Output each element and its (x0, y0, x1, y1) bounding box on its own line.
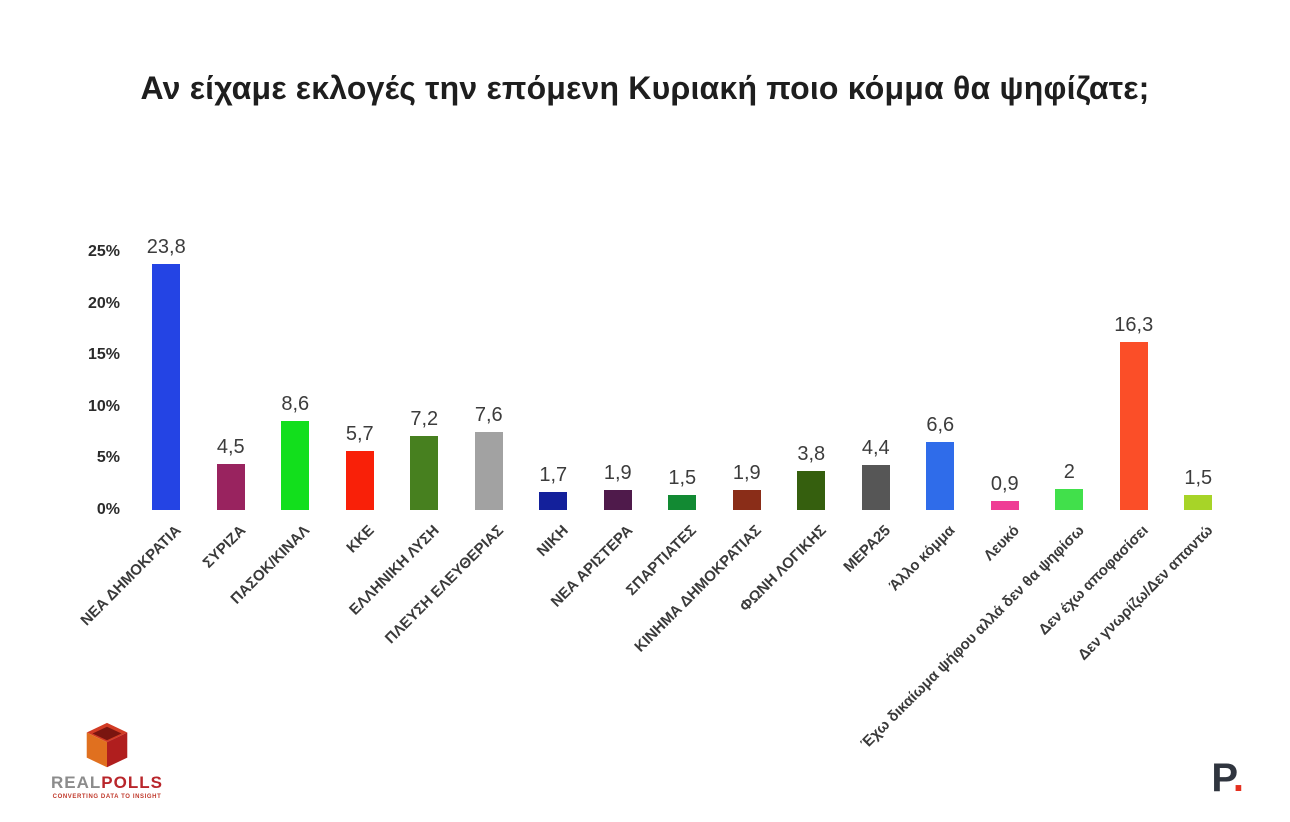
category-label: ΝΙΚΗ (533, 522, 572, 560)
bar: 5,7 (345, 423, 374, 510)
y-tick-label: 15% (87, 346, 120, 364)
bar-value-label: 4,4 (861, 436, 890, 459)
bar-column: 7,2 ΕΛΛΗΝΙΚΗ ΛΥΣΗ (346, 252, 457, 619)
bar: 1,9 (603, 462, 632, 510)
bar-column: 1,9 ΝΕΑ ΑΡΙΣΤΕΡΑ (547, 252, 651, 610)
bar: 2 (1055, 461, 1084, 510)
bar-value-label: 1,9 (603, 462, 632, 485)
category-label: ΚΚΕ (343, 522, 378, 557)
bar-column: 4,5 ΣΥΡΙΖΑ (199, 252, 264, 572)
bar-value-label: 7,6 (474, 403, 503, 426)
bar-value-label: 1,5 (1184, 466, 1213, 489)
y-tick-label: 10% (87, 397, 120, 415)
category-label: ΠΛΕΥΣΗ ΕΛΕΥΘΕΡΙΑΣ (381, 522, 507, 648)
realpolls-tagline: CONVERTING DATA TO INSIGHT (52, 794, 162, 800)
bar: 1,5 (668, 467, 697, 510)
bar-column: 6,6 Άλλο κόμμα (886, 252, 973, 594)
bar-chart: 0% 5% 10% 15% 20% 25% 23,8 ΝΕΑ ΔΗΜΟΚΡΑΤΙΑ 4,5 ΣΥ… (76, 236, 1231, 752)
y-tick-label: 0% (96, 501, 120, 518)
bar: 7,2 (410, 408, 439, 510)
category-label: ΜΕΡΑ25 (840, 522, 894, 576)
chart-title: Αν είχαμε εκλογές την επόμενη Κυριακή πο… (140, 70, 1150, 106)
bar-value-label: 8,6 (281, 393, 310, 416)
y-tick-label: 5% (96, 449, 120, 467)
bar-value-label: 6,6 (926, 413, 955, 436)
bar-column: 3,8 ΦΩΝΗ ΛΟΓΙΚΗΣ (736, 252, 844, 615)
realpolls-word-polls: POLLS (101, 773, 163, 792)
bar-value-label: 1,7 (539, 464, 568, 487)
bar: 0,9 (990, 473, 1019, 510)
category-label: ΚΙΝΗΜΑ ΔΗΜΟΚΡΑΤΙΑΣ (631, 522, 765, 656)
bar-value-label: 16,3 (1114, 313, 1154, 336)
y-tick-label: 25% (87, 243, 120, 260)
p-logo-letter: P (1211, 756, 1233, 800)
p-logo: P. (1211, 758, 1244, 798)
realpolls-word-real: REAL (51, 773, 102, 792)
bar: 23,8 (147, 236, 186, 510)
bar-value-label: 3,8 (797, 442, 826, 465)
bar: 6,6 (926, 414, 955, 510)
bar-column: 2 Έχω δικαίωμα ψήφου αλλά δεν θα ψηφίσω (857, 252, 1102, 752)
realpolls-wordmark: REALPOLLS (42, 774, 172, 791)
bar-value-label: 2 (1063, 461, 1075, 484)
bar-column: 1,7 ΝΙΚΗ (521, 252, 586, 559)
category-label: Άλλο κόμμα (885, 522, 959, 595)
bar: 4,5 (216, 436, 245, 510)
bar-column: 8,6 ΠΑΣΟΚ/ΚΙΝΑΛ (228, 252, 328, 607)
bar: 7,6 (474, 404, 503, 510)
y-axis: 0% 5% 10% 15% 20% 25% (76, 243, 134, 518)
p-logo-dot: . (1232, 756, 1244, 800)
bar-column: 5,7 ΚΚΕ (328, 252, 393, 556)
bar-column: 0,9 Λευκό (973, 252, 1038, 565)
bar-value-label: 23,8 (146, 236, 186, 259)
bar: 1,7 (539, 464, 568, 510)
bar-value-label: 1,5 (668, 466, 697, 489)
bar-column: 4,4 ΜΕΡΑ25 (840, 252, 909, 576)
bar: 3,8 (797, 443, 826, 510)
category-label: Έχω δικαίωμα ψήφου αλλά δεν θα ψηφίσω (857, 522, 1088, 753)
bar: 8,6 (281, 393, 310, 510)
bar-column: 23,8 ΝΕΑ ΔΗΜΟΚΡΑΤΙΑ (77, 236, 199, 629)
category-label: ΣΥΡΙΖΑ (199, 522, 249, 572)
bar-column: 7,6 ΠΛΕΥΣΗ ΕΛΕΥΘΕΡΙΑΣ (382, 252, 522, 648)
bar-column: 1,5 ΣΠΑΡΤΙΑΤΕΣ (623, 252, 715, 599)
category-label: ΝΕΑ ΔΗΜΟΚΡΑΤΙΑ (77, 522, 185, 630)
bar-value-label: 0,9 (990, 472, 1019, 495)
bar: 1,5 (1184, 467, 1213, 510)
bar: 4,4 (861, 437, 890, 510)
bar-value-label: 4,5 (216, 435, 245, 458)
y-tick-label: 20% (87, 294, 120, 312)
category-label: Δεν έχω αποφασίσει (1035, 522, 1152, 639)
bar-value-label: 1,9 (732, 462, 761, 485)
bar-value-label: 5,7 (345, 423, 374, 446)
bar: 16,3 (1114, 314, 1153, 510)
realpolls-logo: REALPOLLS CONVERTING DATA TO INSIGHT (42, 722, 172, 800)
bar-column: 16,3 Δεν έχω αποφασίσει (1035, 252, 1167, 639)
bar-column: 1,5 Δεν γνωρίζω/Δεν απαντώ (1075, 252, 1231, 664)
realpolls-box-icon (86, 722, 128, 768)
category-label: Δεν γνωρίζω/Δεν απαντώ (1074, 522, 1217, 664)
plot-area: 23,8 ΝΕΑ ΔΗΜΟΚΡΑΤΙΑ 4,5 ΣΥΡΙΖΑ 8,6 ΠΑΣΟΚ/ΚΙΝΑ… (77, 236, 1231, 752)
bar: 1,9 (732, 462, 761, 510)
bar-column: 1,9 ΚΙΝΗΜΑ ΔΗΜΟΚΡΑΤΙΑΣ (631, 252, 780, 655)
bar-value-label: 7,2 (410, 407, 439, 430)
category-label: Λευκό (980, 522, 1023, 565)
